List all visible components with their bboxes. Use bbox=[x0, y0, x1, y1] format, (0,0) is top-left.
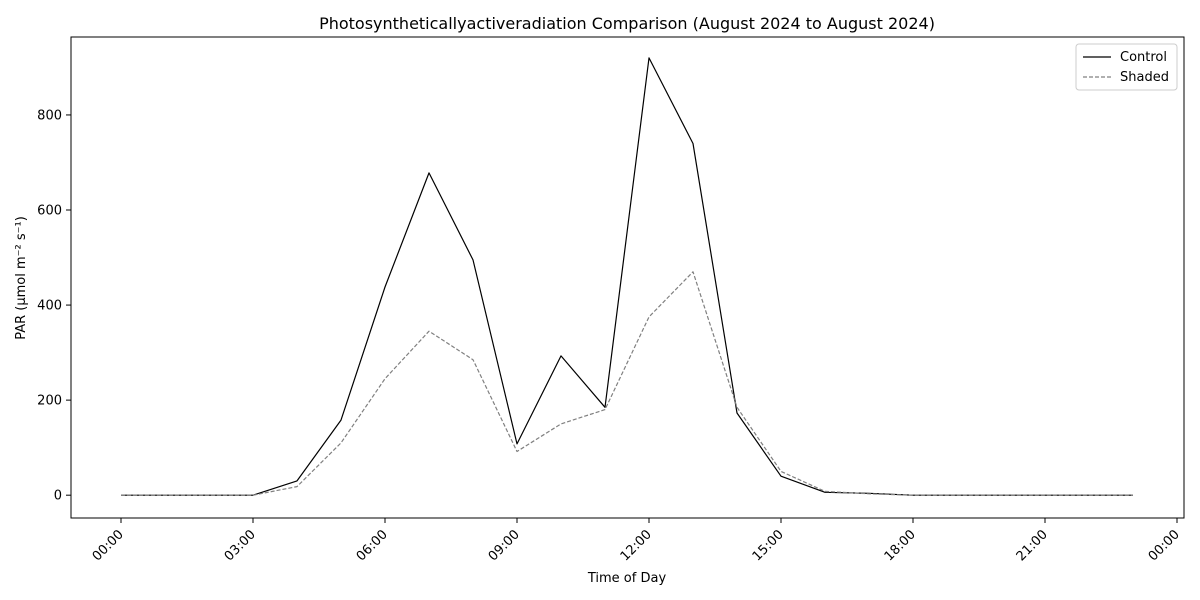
data-point-shaded bbox=[472, 359, 473, 360]
data-point-control bbox=[384, 286, 385, 287]
data-point-shaded bbox=[1000, 495, 1001, 496]
x-tick-label: 18:00 bbox=[882, 527, 919, 564]
data-point-control bbox=[296, 480, 297, 481]
data-point-shaded bbox=[956, 495, 957, 496]
y-tick-label: 200 bbox=[37, 394, 62, 409]
chart-title: Photosyntheticallyactiveradiation Compar… bbox=[319, 14, 935, 33]
data-point-control bbox=[560, 355, 561, 356]
data-point-shaded bbox=[208, 495, 209, 496]
legend: Control Shaded bbox=[1075, 43, 1178, 91]
data-point-shaded bbox=[824, 491, 825, 492]
x-tick-label: 03:00 bbox=[222, 527, 259, 564]
data-point-control bbox=[428, 172, 429, 173]
data-point-shaded bbox=[648, 316, 649, 317]
data-point-control bbox=[472, 259, 473, 260]
data-point-shaded bbox=[1088, 495, 1089, 496]
data-point-control bbox=[780, 476, 781, 477]
data-point-shaded bbox=[560, 423, 561, 424]
data-point-shaded bbox=[912, 495, 913, 496]
x-tick-label: 12:00 bbox=[618, 527, 655, 564]
y-tick-label: 400 bbox=[37, 299, 62, 314]
data-point-shaded bbox=[428, 331, 429, 332]
y-axis-title: PAR (µmol m⁻² s⁻¹) bbox=[14, 216, 29, 340]
series-layer bbox=[120, 57, 1133, 496]
series-line-control bbox=[121, 57, 1133, 496]
y-tick-label: 600 bbox=[37, 204, 62, 219]
data-point-shaded bbox=[120, 495, 121, 496]
data-point-shaded bbox=[736, 407, 737, 408]
data-point-control bbox=[604, 407, 605, 408]
legend-label-control: Control bbox=[1120, 50, 1167, 65]
data-point-shaded bbox=[604, 409, 605, 410]
x-tick-label: 09:00 bbox=[486, 527, 523, 564]
data-point-shaded bbox=[868, 493, 869, 494]
data-point-shaded bbox=[340, 442, 341, 443]
data-point-shaded bbox=[1132, 495, 1133, 496]
legend-label-shaded: Shaded bbox=[1120, 70, 1169, 85]
y-tick-label: 0 bbox=[54, 489, 62, 504]
data-point-shaded bbox=[692, 271, 693, 272]
data-point-control bbox=[340, 419, 341, 420]
data-point-control bbox=[692, 143, 693, 144]
data-point-shaded bbox=[164, 495, 165, 496]
x-axis: 00:00 03:00 06:00 09:00 12:00 15:00 18:00 21:00… bbox=[90, 518, 1183, 564]
plot-area-frame bbox=[70, 36, 1185, 519]
x-tick-label: 00:00 bbox=[90, 527, 127, 564]
data-point-shaded bbox=[296, 486, 297, 487]
series-line-shaded bbox=[121, 271, 1133, 496]
data-point-shaded bbox=[384, 378, 385, 379]
y-tick-label: 800 bbox=[37, 108, 62, 123]
data-point-shaded bbox=[780, 471, 781, 472]
x-axis-title: Time of Day bbox=[587, 571, 667, 586]
x-tick-label: 06:00 bbox=[354, 527, 391, 564]
x-tick-label: 15:00 bbox=[750, 527, 787, 564]
data-point-control bbox=[736, 412, 737, 413]
y-axis: 0 200 400 600 800 bbox=[37, 108, 71, 504]
data-point-shaded bbox=[516, 451, 517, 452]
x-tick-label: 21:00 bbox=[1014, 527, 1051, 564]
data-point-shaded bbox=[252, 495, 253, 496]
data-point-shaded bbox=[1044, 495, 1045, 496]
data-point-control bbox=[516, 443, 517, 444]
data-point-control bbox=[648, 57, 649, 58]
legend-box bbox=[1075, 43, 1178, 91]
x-tick-label: 00:00 bbox=[1146, 527, 1183, 564]
